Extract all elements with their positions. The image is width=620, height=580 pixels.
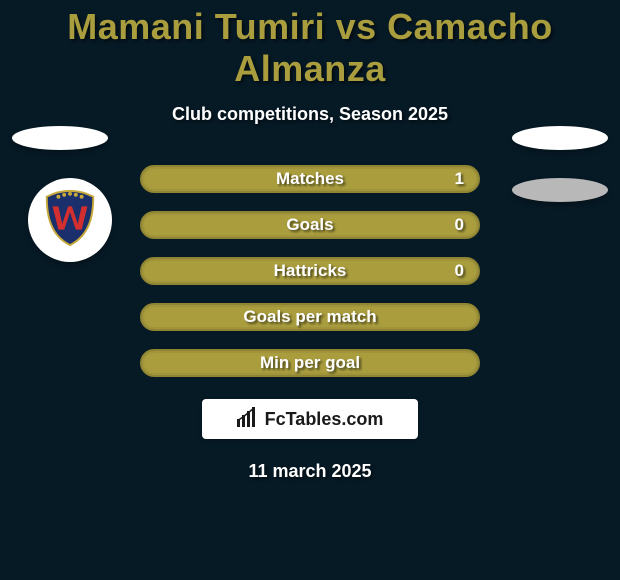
stat-bar-hattricks: Hattricks 0 (140, 257, 480, 285)
team-right-placeholder-ellipse (512, 178, 608, 202)
stat-bar-goals-per-match: Goals per match (140, 303, 480, 331)
stat-label: Min per goal (260, 353, 360, 373)
page-title: Mamani Tumiri vs Camacho Almanza (0, 0, 620, 90)
stat-value-right: 1 (455, 169, 464, 189)
stat-value-right: 0 (455, 261, 464, 281)
brand-box: FcTables.com (202, 399, 418, 439)
stat-label: Goals (286, 215, 333, 235)
stat-bar-min-per-goal: Min per goal (140, 349, 480, 377)
stat-label: Hattricks (274, 261, 347, 281)
bar-chart-icon (237, 407, 259, 432)
page-subtitle: Club competitions, Season 2025 (0, 104, 620, 125)
brand-text: FcTables.com (265, 409, 384, 430)
stat-value-right: 0 (455, 215, 464, 235)
shield-w-icon (39, 187, 101, 254)
comparison-infographic: Mamani Tumiri vs Camacho Almanza Club co… (0, 0, 620, 580)
player-right-placeholder-ellipse (512, 126, 608, 150)
stat-label: Matches (276, 169, 344, 189)
stat-label: Goals per match (243, 307, 376, 327)
stat-bar-matches: Matches 1 (140, 165, 480, 193)
player-left-placeholder-ellipse (12, 126, 108, 150)
stat-bar-goals: Goals 0 (140, 211, 480, 239)
generated-date: 11 march 2025 (0, 461, 620, 482)
team-left-badge (28, 178, 112, 262)
